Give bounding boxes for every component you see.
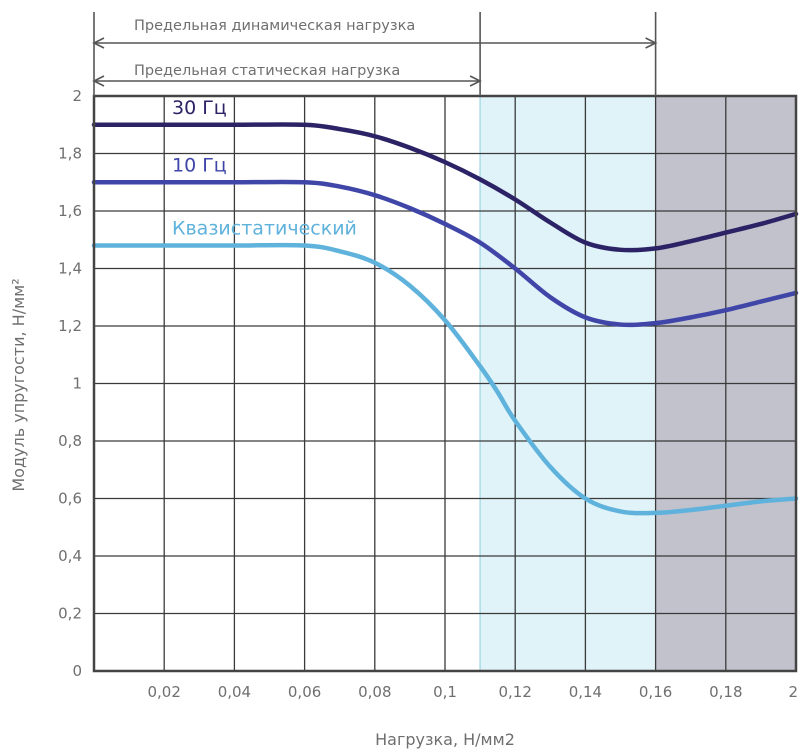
range-label-0: Предельная динамическая нагрузка	[134, 18, 415, 34]
x-tick-label: 0,08	[358, 683, 391, 701]
plot-frame	[92, 94, 798, 673]
series-line-1	[91, 179, 799, 328]
y-axis-ticks: 0 0,2 0,4 0,6 0,8 1 1,2 1,4 1,6 1,8 2	[58, 87, 82, 680]
plot-border	[92, 94, 798, 673]
series-label-0: 30 Гц	[172, 97, 227, 119]
x-axis-title: Нагрузка, Н/мм2	[375, 730, 515, 749]
series-line-0	[91, 122, 799, 253]
y-axis-title: Модуль упругости, Н/мм²	[9, 278, 28, 491]
series-lines	[91, 122, 799, 516]
series-label-1: 10 Гц	[172, 154, 227, 176]
y-tick-label: 0,6	[58, 490, 82, 508]
x-tick-label: 0,1	[433, 683, 457, 701]
y-tick-label: 1,8	[58, 145, 82, 163]
y-tick-label: 1,4	[58, 260, 82, 278]
x-tick-label: 0,16	[639, 683, 672, 701]
x-tick-label: 0,06	[288, 683, 321, 701]
x-tick-label: 2	[788, 683, 798, 701]
y-tick-label: 0	[72, 662, 82, 680]
series-line-2	[91, 242, 799, 516]
series-label-2: Квазистатический	[172, 218, 357, 240]
series-labels: 30 Гц 10 Гц Квазистатический	[172, 97, 357, 240]
x-tick-label: 0,14	[569, 683, 602, 701]
y-tick-label: 2	[72, 87, 82, 105]
x-axis-ticks: 0,02 0,04 0,06 0,08 0,1 0,12 0,14 0,16 0,18 2	[147, 683, 798, 701]
range-label-1: Предельная статическая нагрузка	[134, 63, 400, 79]
y-tick-label: 0,2	[58, 605, 82, 623]
x-tick-label: 0,12	[498, 683, 531, 701]
y-tick-label: 0,8	[58, 432, 82, 450]
y-tick-label: 1,6	[58, 202, 82, 220]
x-tick-label: 0,02	[147, 683, 180, 701]
x-tick-label: 0,18	[709, 683, 742, 701]
x-tick-label: 0,04	[218, 683, 251, 701]
y-tick-label: 1,2	[58, 317, 82, 335]
load-range-arrows: Предельная динамическая нагрузка Предельн…	[92, 12, 658, 96]
y-tick-label: 0,4	[58, 547, 82, 565]
y-tick-label: 1	[72, 375, 82, 393]
